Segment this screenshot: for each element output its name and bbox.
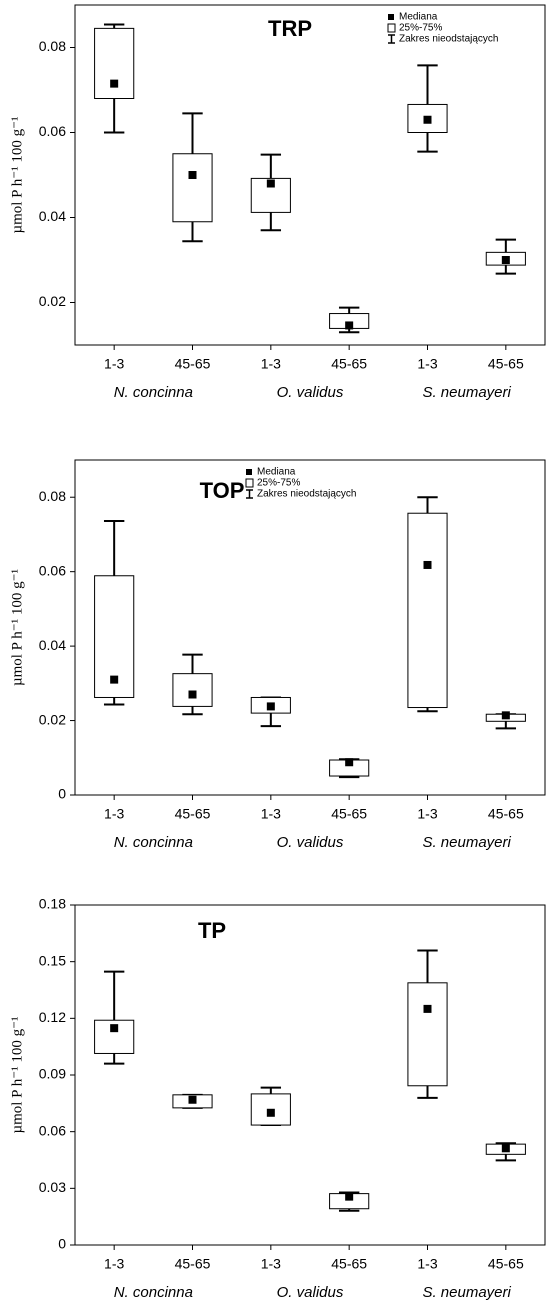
x-tick-label: 45-65 [488, 1256, 524, 1272]
group-label: N. concinna [114, 384, 193, 401]
x-tick-label: 45-65 [331, 1256, 367, 1272]
chart-panel: TP µmol P h⁻¹ 100 g⁻¹ 0 0.03 0.06 0.09 0.12 0.1… [9, 896, 546, 1301]
legend-label: Mediana [399, 12, 438, 23]
median [188, 171, 197, 179]
legend-swatch [245, 478, 254, 488]
y-tick-label: 0.15 [39, 952, 66, 968]
y-tick-label: 0 [58, 786, 66, 802]
median [110, 1024, 119, 1033]
y-tick-label: 0.12 [39, 1009, 66, 1025]
median [501, 711, 510, 720]
chart-title: TOP [200, 478, 245, 503]
x-tick-label: 1-3 [417, 806, 437, 822]
legend-label: Zakres nieodstających [399, 34, 499, 45]
median [345, 758, 354, 767]
median [345, 321, 354, 330]
x-tick-label: 1-3 [261, 806, 281, 822]
box [172, 673, 213, 707]
x-tick-label: 45-65 [331, 806, 367, 822]
chart-panel: TRP µmol P h⁻¹ 100 g⁻¹ 0.02 0.04 0.06 0.08 1-3… [9, 4, 546, 401]
y-tick-label: 0.06 [39, 123, 66, 139]
median [423, 1004, 432, 1013]
legend-swatch [246, 469, 252, 475]
y-tick-label: 0.06 [39, 562, 66, 578]
box [407, 512, 448, 709]
median [188, 690, 197, 699]
legend-label: 25%-75% [399, 23, 442, 34]
group-label: S. neumayeri [422, 834, 511, 851]
group-label: N. concinna [114, 1284, 193, 1301]
median [110, 675, 119, 684]
median [188, 1095, 197, 1104]
legend-label: Zakres nieodstających [257, 489, 357, 500]
legend-label: Mediana [257, 467, 296, 478]
median [266, 1108, 275, 1117]
plot-frame [74, 904, 546, 1246]
y-axis-label: µmol P h⁻¹ 100 g⁻¹ [9, 569, 25, 686]
x-tick-label: 1-3 [261, 356, 281, 372]
legend-swatch [388, 14, 394, 20]
x-tick-label: 1-3 [104, 1256, 124, 1272]
box [172, 153, 213, 223]
y-tick-label: 0.08 [39, 38, 66, 54]
x-tick-label: 45-65 [175, 356, 211, 372]
y-tick-label: 0.03 [39, 1179, 66, 1195]
x-tick-label: 1-3 [104, 806, 124, 822]
box [94, 27, 135, 99]
x-tick-label: 45-65 [488, 806, 524, 822]
x-tick-label: 45-65 [175, 806, 211, 822]
group-label: N. concinna [114, 834, 193, 851]
y-tick-label: 0 [58, 1236, 66, 1252]
group-label: O. validus [277, 834, 344, 851]
chart-panel: TOP µmol P h⁻¹ 100 g⁻¹ 0 0.02 0.04 0.06 0.08 1-… [9, 459, 546, 851]
y-axis-label: µmol P h⁻¹ 100 g⁻¹ [9, 1016, 25, 1133]
x-tick-label: 45-65 [175, 1256, 211, 1272]
chart-title: TP [198, 918, 226, 943]
x-tick-label: 1-3 [417, 1256, 437, 1272]
median [110, 79, 119, 88]
group-label: O. validus [277, 384, 344, 401]
x-tick-label: 1-3 [417, 356, 437, 372]
legend-swatch [387, 23, 396, 33]
y-tick-label: 0.02 [39, 711, 66, 727]
x-tick-label: 45-65 [488, 356, 524, 372]
plot-frame [74, 4, 546, 346]
median [266, 179, 275, 188]
group-label: O. validus [277, 1284, 344, 1301]
y-tick-label: 0.18 [39, 896, 66, 912]
group-label: S. neumayeri [422, 1284, 511, 1301]
y-tick-label: 0.08 [39, 488, 66, 504]
x-tick-label: 45-65 [331, 356, 367, 372]
x-tick-label: 1-3 [104, 356, 124, 372]
y-tick-label: 0.02 [39, 293, 66, 309]
y-tick-label: 0.04 [39, 208, 66, 224]
legend-label: 25%-75% [257, 478, 300, 489]
box [407, 982, 448, 1087]
median [345, 1192, 354, 1201]
median [501, 256, 510, 264]
chart-title: TRP [268, 16, 312, 41]
median [266, 702, 275, 711]
median [501, 1144, 510, 1153]
y-tick-label: 0.04 [39, 637, 66, 653]
x-tick-label: 1-3 [261, 1256, 281, 1272]
plot-frame [74, 459, 546, 796]
y-tick-label: 0.09 [39, 1066, 66, 1082]
median [423, 560, 432, 569]
group-label: S. neumayeri [422, 384, 511, 401]
median [423, 115, 432, 124]
y-tick-label: 0.06 [39, 1122, 66, 1138]
y-axis-label: µmol P h⁻¹ 100 g⁻¹ [9, 116, 25, 233]
